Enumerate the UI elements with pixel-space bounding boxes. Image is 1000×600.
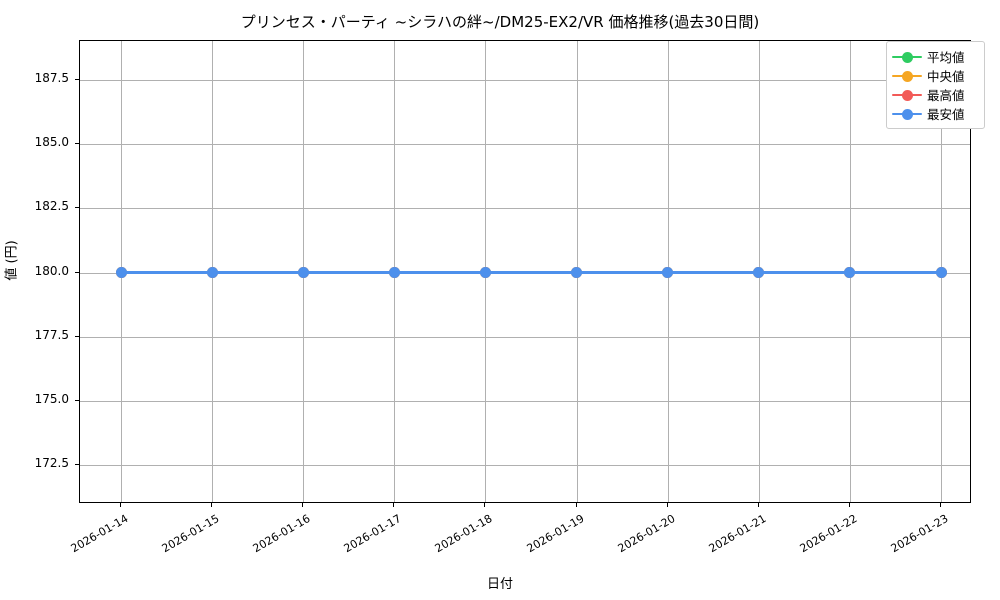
plot-area (79, 40, 971, 503)
y-axis-tick-label: 172.5 (34, 456, 69, 471)
data-point-marker (115, 267, 127, 278)
x-axis-tick (575, 503, 577, 507)
series-line-segment (485, 271, 577, 274)
series-line-segment (758, 271, 850, 274)
legend-item-3[interactable]: 最高値 (892, 85, 978, 104)
chart-legend[interactable]: 平均値中央値最高値最安値 (886, 41, 985, 129)
x-axis-tick (211, 503, 213, 507)
x-axis-tick (940, 503, 941, 507)
y-axis-tick (75, 464, 79, 466)
y-axis-tick-label: 175.0 (34, 392, 69, 407)
gridline-horizontal (80, 208, 970, 210)
series-line-segment (394, 271, 486, 274)
x-axis-tick (302, 503, 304, 507)
legend-marker-icon (892, 108, 922, 120)
x-axis-tick (666, 503, 668, 507)
x-axis-tick (120, 503, 121, 507)
data-point-marker (753, 267, 765, 278)
gridline-horizontal (80, 336, 970, 338)
data-point-marker (206, 267, 218, 278)
series-line-segment (212, 271, 304, 274)
y-axis-tick-label: 182.5 (34, 199, 69, 214)
y-axis-tick (75, 400, 79, 402)
y-axis-tick-label: 185.0 (34, 134, 69, 149)
data-point-marker (844, 267, 856, 278)
x-axis-tick (848, 503, 850, 507)
y-axis-tick (75, 207, 79, 209)
series-layer (80, 41, 970, 502)
legend-marker-icon (892, 70, 922, 82)
y-axis-tick-label: 177.5 (34, 327, 69, 342)
data-point-marker (662, 267, 674, 278)
series-line-segment (576, 271, 668, 274)
legend-label: 最高値 (927, 88, 965, 103)
series-line-segment (303, 271, 395, 274)
legend-marker-icon (892, 89, 922, 101)
data-point-marker (388, 267, 400, 278)
y-axis-tick-label: 180.0 (34, 263, 69, 278)
data-point-marker (935, 267, 947, 278)
legend-item-1[interactable]: 平均値 (892, 47, 978, 66)
series-line-segment (121, 271, 213, 274)
gridline-horizontal (80, 465, 970, 467)
y-axis-tick (75, 142, 79, 144)
data-point-marker (479, 267, 491, 278)
data-point-marker (297, 267, 309, 278)
y-axis-tick (75, 271, 79, 273)
series-line-segment (849, 271, 941, 274)
legend-label: 平均値 (927, 50, 965, 65)
x-axis-label: 日付 (486, 577, 513, 592)
y-axis-label: 値 (円) (4, 240, 20, 281)
data-point-marker (571, 267, 583, 278)
legend-label: 中央値 (927, 69, 965, 84)
legend-item-2[interactable]: 中央値 (892, 66, 978, 85)
series-line-segment (667, 271, 759, 274)
x-axis-tick (757, 503, 759, 507)
gridline-horizontal (80, 401, 970, 403)
y-axis-tick-label: 187.5 (34, 70, 69, 85)
legend-item-4[interactable]: 最安値 (892, 104, 978, 123)
x-axis-tick (484, 503, 486, 507)
legend-label: 最安値 (927, 107, 965, 122)
legend-marker-icon (892, 51, 922, 63)
y-axis-tick (75, 78, 79, 80)
series-4 (80, 41, 970, 502)
x-axis-tick (393, 503, 395, 507)
chart-title: プリンセス・パーティ ~シラハの絆~/DM25-EX2/VR 価格推移(過去30… (240, 13, 760, 31)
gridline-horizontal (80, 79, 970, 81)
gridline-horizontal (80, 143, 970, 145)
y-axis-tick (75, 335, 79, 337)
